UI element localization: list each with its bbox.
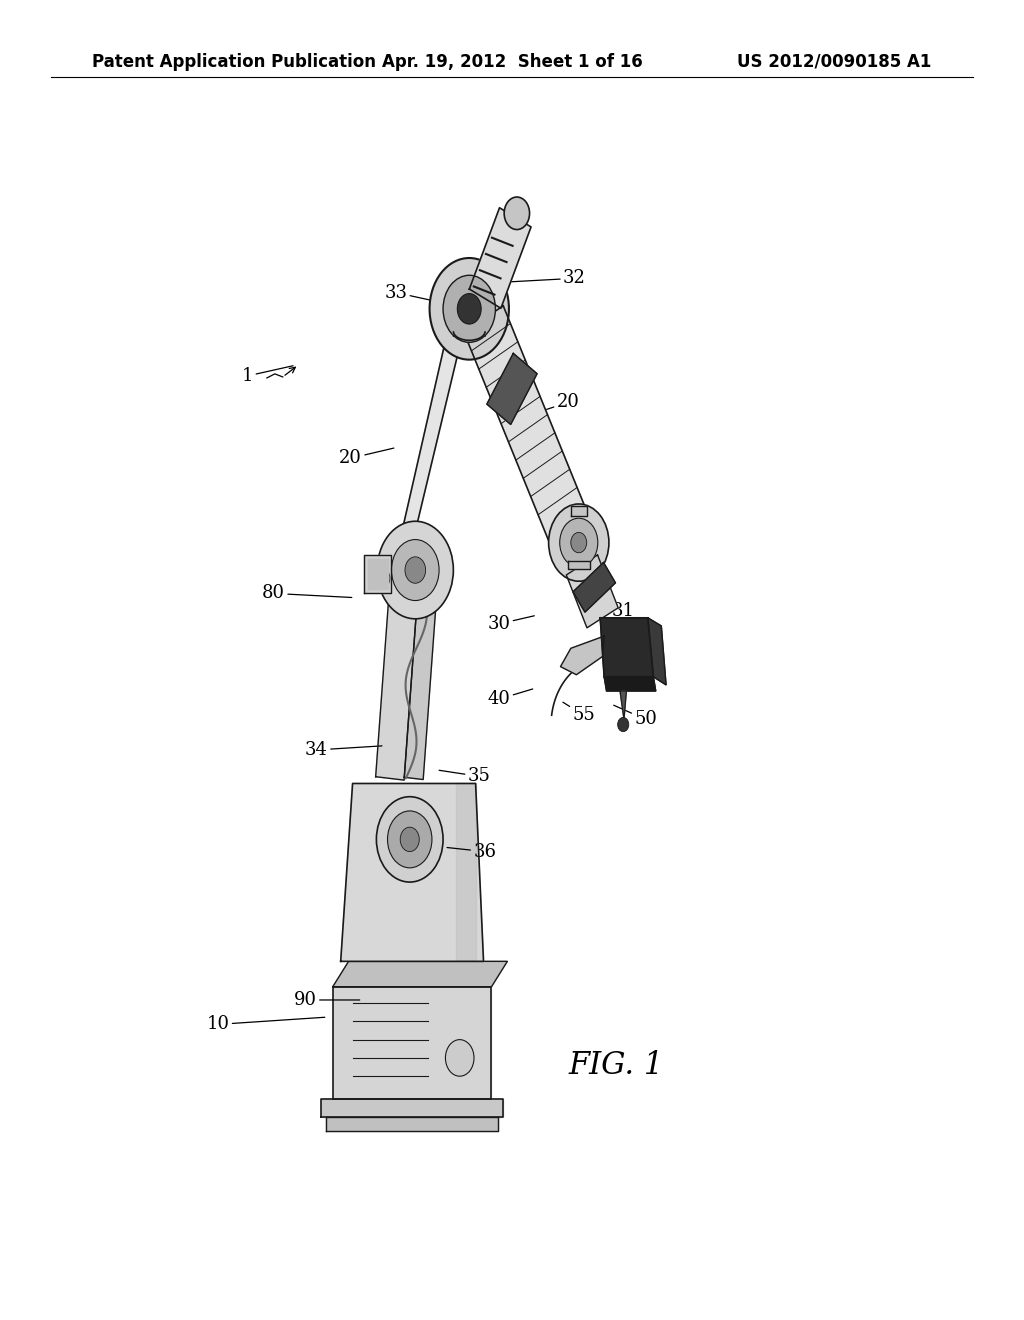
Polygon shape: [404, 582, 437, 780]
Polygon shape: [456, 784, 475, 961]
Circle shape: [377, 521, 454, 619]
Polygon shape: [566, 554, 618, 628]
Text: 32: 32: [500, 269, 586, 288]
Circle shape: [570, 532, 587, 553]
Polygon shape: [321, 1098, 504, 1117]
Polygon shape: [604, 677, 655, 690]
Polygon shape: [399, 313, 468, 545]
Text: 33: 33: [384, 284, 447, 304]
Polygon shape: [648, 618, 666, 685]
Polygon shape: [464, 306, 592, 550]
Circle shape: [458, 293, 481, 325]
Polygon shape: [570, 506, 587, 516]
Circle shape: [549, 504, 609, 581]
Circle shape: [430, 257, 509, 359]
Circle shape: [445, 1040, 474, 1076]
Text: 50: 50: [613, 705, 657, 729]
Text: 20: 20: [531, 393, 580, 414]
Polygon shape: [376, 582, 419, 780]
Text: 10: 10: [207, 1015, 325, 1034]
Text: Apr. 19, 2012  Sheet 1 of 16: Apr. 19, 2012 Sheet 1 of 16: [382, 53, 642, 71]
Circle shape: [391, 540, 439, 601]
Text: 80: 80: [262, 585, 352, 602]
Text: 90: 90: [294, 991, 359, 1008]
Text: US 2012/0090185 A1: US 2012/0090185 A1: [737, 53, 932, 71]
Polygon shape: [454, 319, 485, 337]
Text: 36: 36: [447, 842, 497, 861]
Circle shape: [377, 797, 443, 882]
Text: 1: 1: [242, 366, 293, 385]
Text: Patent Application Publication: Patent Application Publication: [92, 53, 376, 71]
Text: 70: 70: [610, 665, 652, 684]
Circle shape: [400, 828, 419, 851]
Polygon shape: [327, 1117, 498, 1131]
Text: 34: 34: [305, 741, 382, 759]
Text: 55: 55: [563, 702, 595, 725]
Polygon shape: [600, 618, 653, 677]
Polygon shape: [560, 636, 604, 675]
Circle shape: [617, 718, 629, 731]
Polygon shape: [369, 558, 387, 589]
Polygon shape: [469, 207, 531, 309]
Polygon shape: [333, 987, 492, 1098]
Polygon shape: [573, 562, 615, 612]
Text: 20: 20: [339, 447, 394, 467]
Polygon shape: [568, 561, 590, 569]
Text: FIG. 1: FIG. 1: [568, 1051, 664, 1081]
Polygon shape: [620, 690, 627, 719]
Circle shape: [504, 197, 529, 230]
Text: 40: 40: [487, 689, 532, 708]
Circle shape: [404, 557, 426, 583]
Polygon shape: [365, 554, 391, 594]
Polygon shape: [341, 784, 483, 961]
Circle shape: [443, 276, 496, 342]
Polygon shape: [486, 354, 537, 425]
Circle shape: [374, 568, 390, 589]
Text: 30: 30: [487, 615, 535, 632]
Circle shape: [387, 810, 432, 867]
Text: 35: 35: [439, 767, 490, 785]
Circle shape: [560, 519, 598, 568]
Text: 31: 31: [590, 602, 635, 619]
Polygon shape: [333, 961, 507, 987]
